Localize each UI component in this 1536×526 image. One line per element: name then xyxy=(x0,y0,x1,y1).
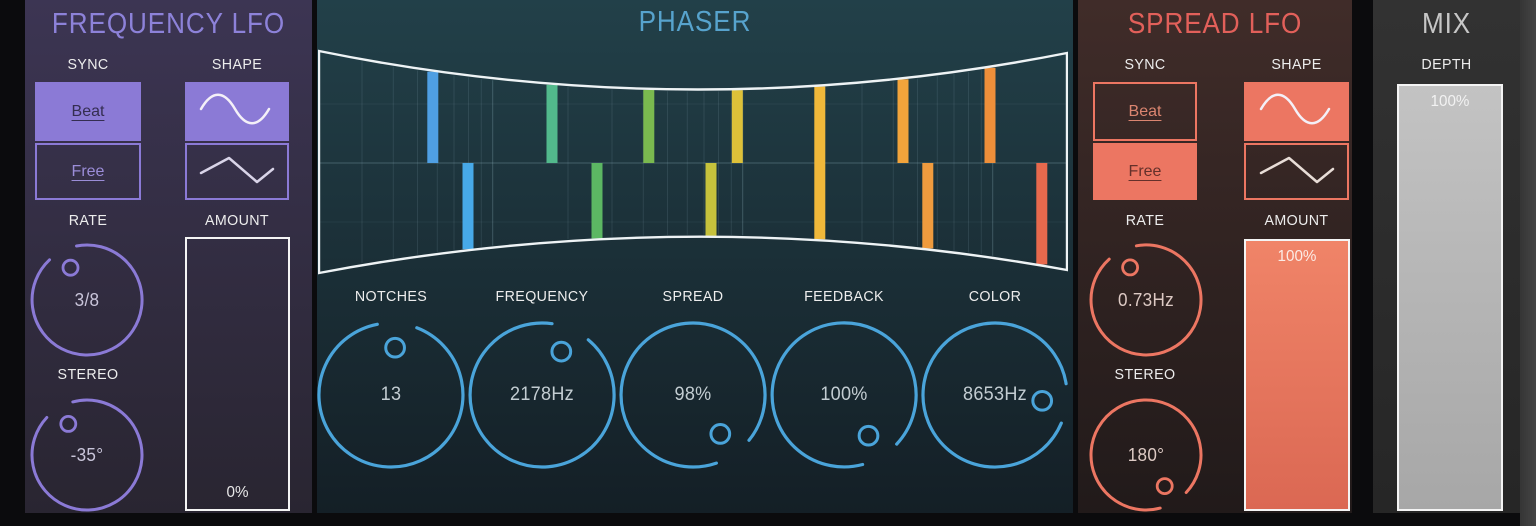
triangle-wave-icon xyxy=(1255,146,1339,197)
spread-lfo-panel: SPREAD LFO SYNC SHAPE Beat Free RATE AMO… xyxy=(1078,0,1352,513)
notches-value: 13 xyxy=(380,384,402,405)
depth-slider-fill xyxy=(1399,86,1501,509)
rate-knob[interactable]: 3/8 xyxy=(24,237,150,363)
rate-label: RATE xyxy=(68,212,108,229)
amount-value: 0% xyxy=(226,484,249,501)
amount-label: AMOUNT xyxy=(1264,212,1329,229)
sine-wave-icon xyxy=(1255,86,1339,137)
stereo-knob[interactable]: -35° xyxy=(24,392,150,518)
amount-slider[interactable]: 0% xyxy=(185,237,290,511)
window-edge-strip xyxy=(1520,0,1536,526)
frequency-knob[interactable]: 2178Hz xyxy=(462,315,622,475)
amount-label: AMOUNT xyxy=(204,212,270,229)
sync-beat-button[interactable]: Beat xyxy=(35,82,141,141)
feedback-value: 100% xyxy=(820,384,868,405)
phaser-panel: PHASER NOTCHES FREQUENCY SPREAD FEEDBACK… xyxy=(317,0,1073,513)
rate-value: 0.73Hz xyxy=(1118,289,1174,310)
triangle-wave-icon xyxy=(195,146,279,197)
shape-label: SHAPE xyxy=(1271,56,1322,73)
sync-label: SYNC xyxy=(67,56,109,73)
feedback-knob[interactable]: 100% xyxy=(764,315,924,475)
mix-panel: MIX DEPTH 100% xyxy=(1373,0,1520,513)
spread-lfo-title: SPREAD LFO xyxy=(1127,8,1303,40)
stereo-value: 180° xyxy=(1127,444,1165,465)
stereo-label: STEREO xyxy=(57,366,119,383)
depth-value: 100% xyxy=(1430,93,1470,110)
spread-knob[interactable]: 98% xyxy=(613,315,773,475)
phaser-spectrum-visualization xyxy=(318,49,1068,275)
shape-triangle-button[interactable] xyxy=(185,143,289,200)
notches-knob[interactable]: 13 xyxy=(311,315,471,475)
sync-label: SYNC xyxy=(1124,56,1166,73)
spread-label: SPREAD xyxy=(662,288,724,305)
frequency-value: 2178Hz xyxy=(510,384,574,405)
color-knob[interactable]: 8653Hz xyxy=(915,315,1075,475)
shape-triangle-button[interactable] xyxy=(1244,143,1349,200)
shape-sine-button[interactable] xyxy=(185,82,289,141)
rate-value: 3/8 xyxy=(74,289,100,310)
amount-slider[interactable]: 100% xyxy=(1244,239,1350,511)
stereo-knob[interactable]: 180° xyxy=(1083,392,1209,518)
spread-value: 98% xyxy=(674,384,712,405)
frequency-label: FREQUENCY xyxy=(495,288,589,305)
color-value: 8653Hz xyxy=(963,384,1027,405)
rate-knob[interactable]: 0.73Hz xyxy=(1083,237,1209,363)
depth-slider[interactable]: 100% xyxy=(1397,84,1503,511)
frequency-lfo-panel: FREQUENCY LFO SYNC SHAPE Beat Free RATE … xyxy=(25,0,312,513)
sync-free-button[interactable]: Free xyxy=(1093,143,1197,200)
amount-slider-fill xyxy=(1246,241,1348,509)
phaser-title: PHASER xyxy=(638,6,752,38)
rate-label: RATE xyxy=(1125,212,1165,229)
depth-label: DEPTH xyxy=(1421,56,1472,73)
mix-title: MIX xyxy=(1421,8,1472,40)
sine-wave-icon xyxy=(195,86,279,137)
sync-beat-button[interactable]: Beat xyxy=(1093,82,1197,141)
sync-free-button[interactable]: Free xyxy=(35,143,141,200)
amount-value: 100% xyxy=(1277,248,1317,265)
shape-label: SHAPE xyxy=(211,56,263,73)
shape-sine-button[interactable] xyxy=(1244,82,1349,141)
feedback-label: FEEDBACK xyxy=(804,288,884,305)
frequency-lfo-title: FREQUENCY LFO xyxy=(51,8,286,40)
color-label: COLOR xyxy=(968,288,1022,305)
stereo-label: STEREO xyxy=(1114,366,1176,383)
stereo-value: -35° xyxy=(70,444,104,465)
notches-label: NOTCHES xyxy=(354,288,428,305)
